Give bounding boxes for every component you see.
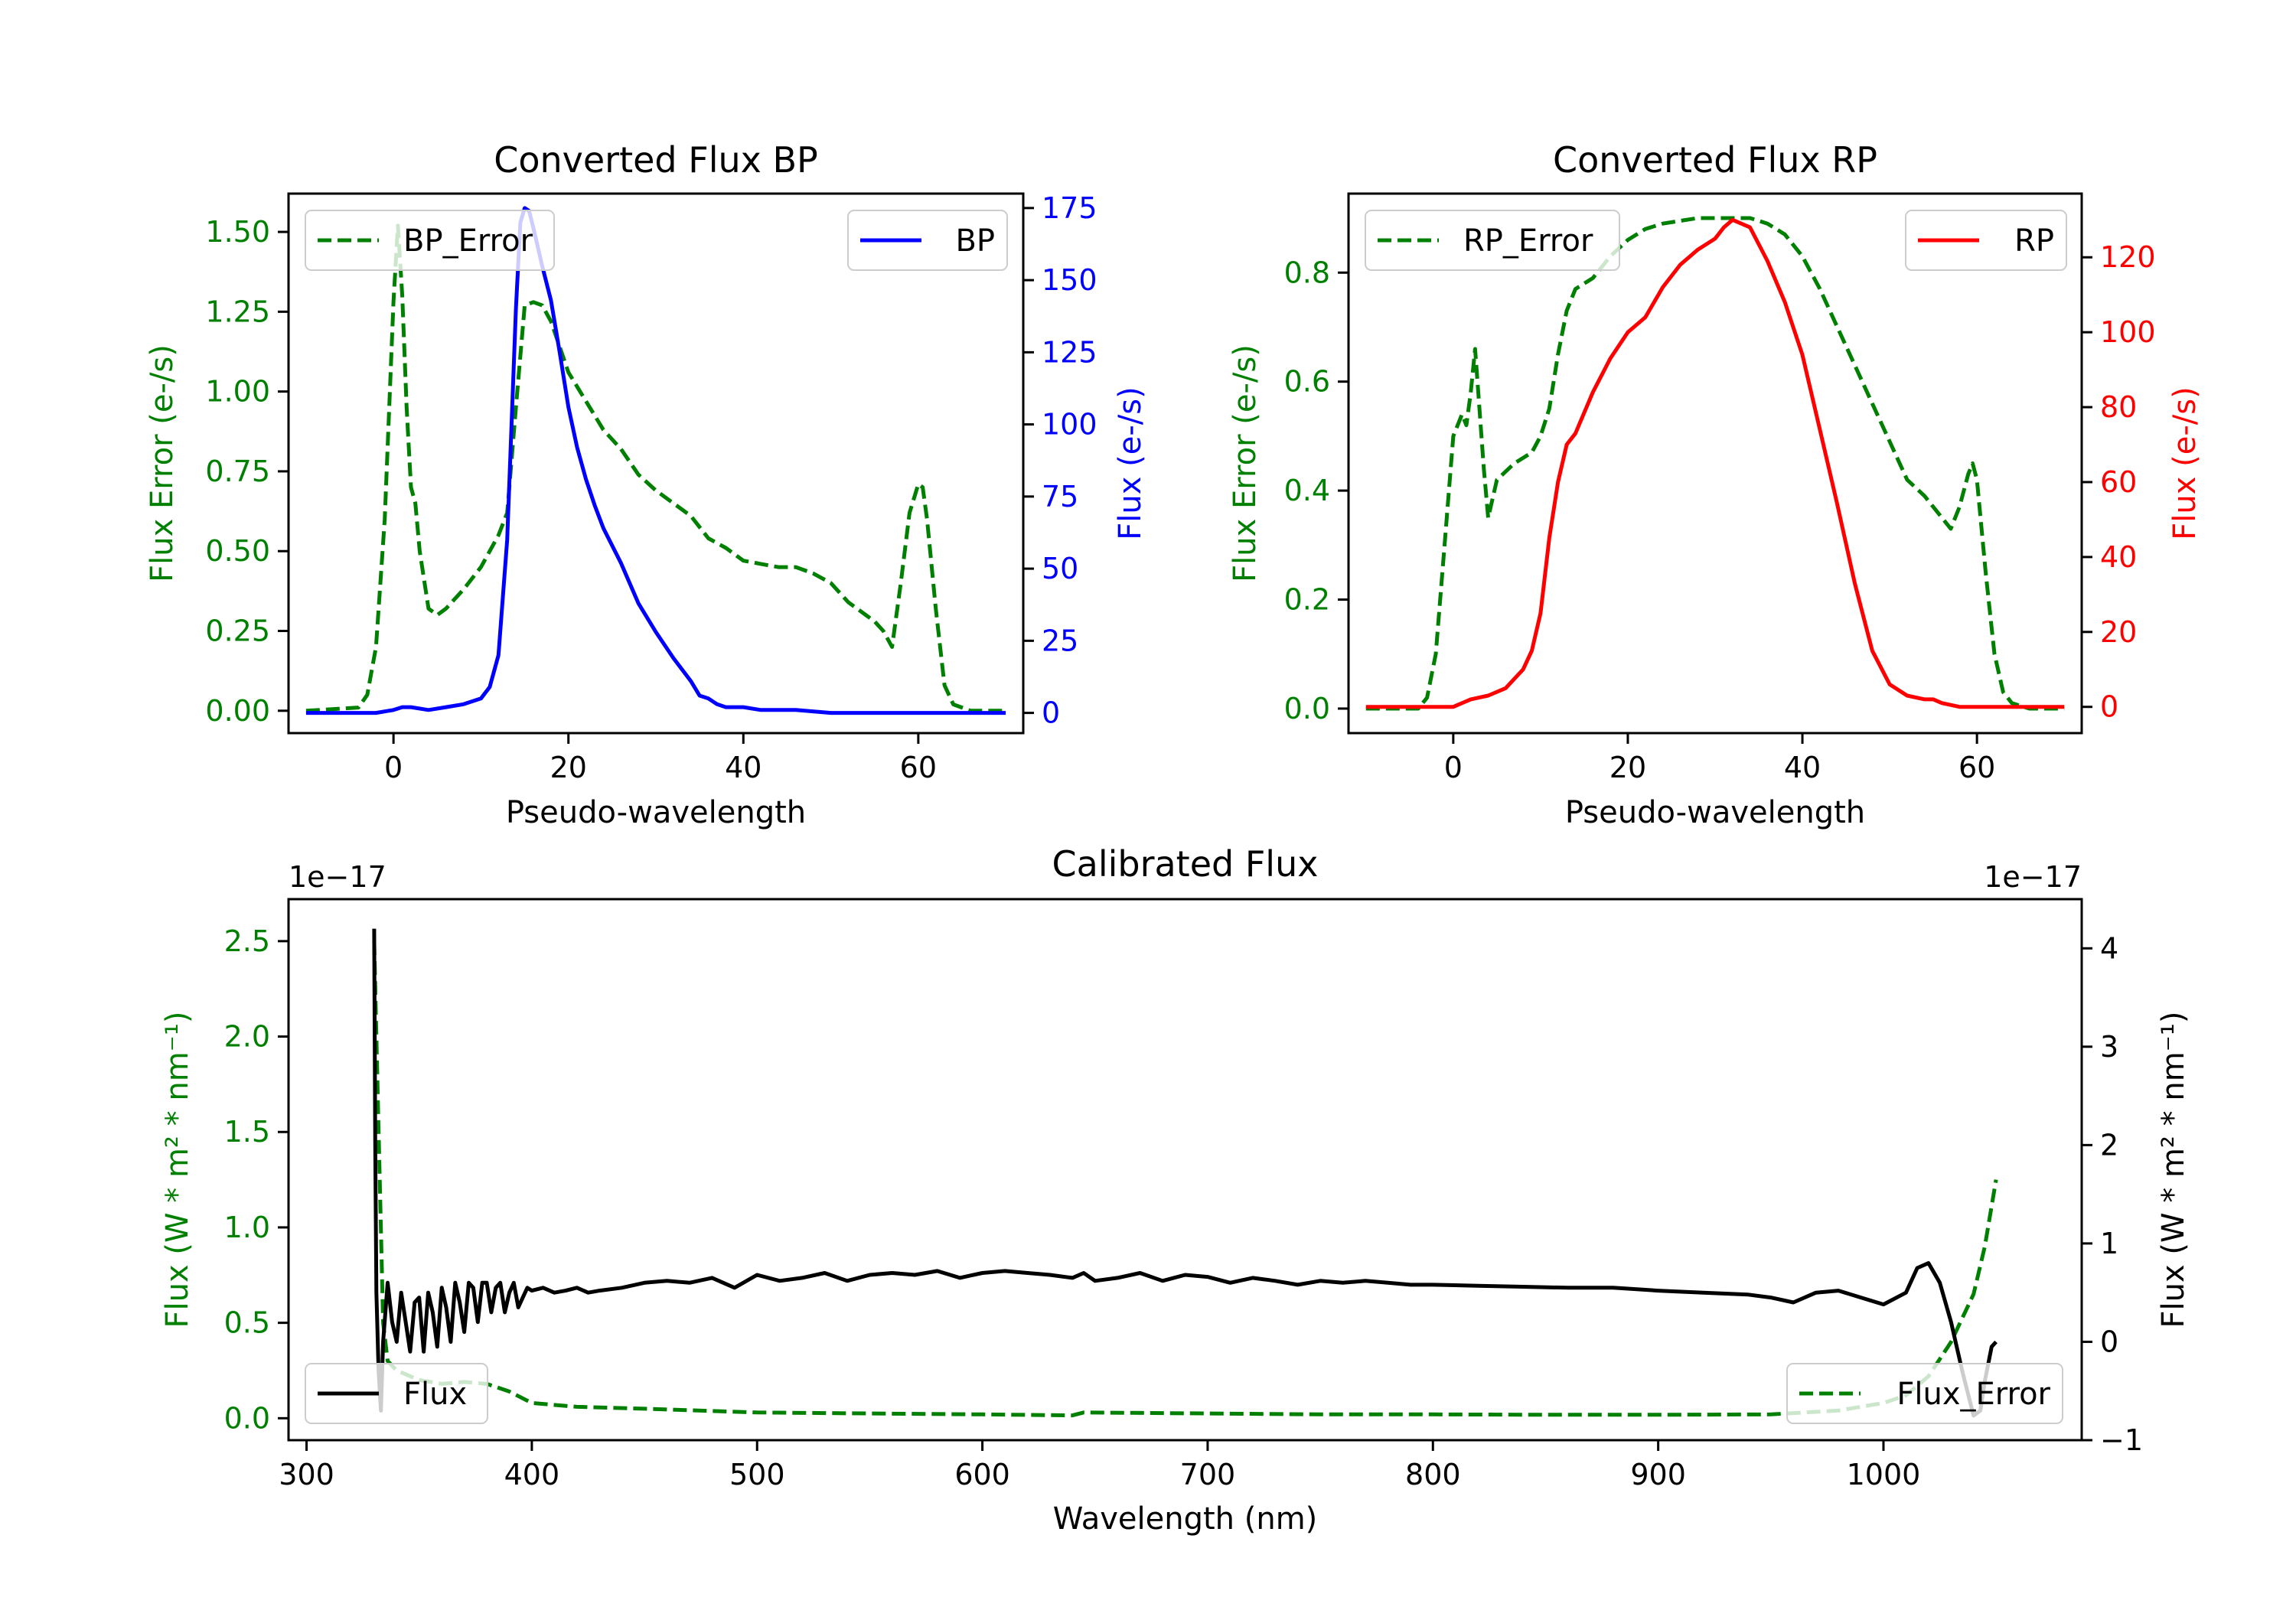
x-tick-label: 1000 [1847,1458,1921,1491]
left-y-tick-label: 0.6 [1284,365,1330,399]
left-y-tick-label: 1.25 [205,295,270,328]
x-tick-label: 800 [1405,1458,1461,1491]
series-line-rp-error [1365,216,2065,711]
right-y-tick-label: 75 [1042,480,1078,513]
right-y-tick-label: 120 [2100,240,2156,274]
x-tick-label: 0 [384,751,403,784]
right-y-tick-label: 60 [2100,465,2137,499]
right-y-axis-label: Flux (W * m² * nm⁻¹) [2156,1012,2191,1328]
left-y-tick-label: 1.0 [224,1211,270,1244]
chart-title: Calibrated Flux [1052,843,1319,885]
plot-frame [1347,192,2083,735]
left-y-tick-label: 0.4 [1284,474,1330,507]
right-y-tick-label: 0 [1042,696,1060,730]
left-y-tick-label: 0.8 [1284,256,1330,289]
left-y-tick-label: 1.5 [224,1115,270,1149]
left-y-tick-label: 1.50 [205,215,270,249]
legend-box [847,210,1008,271]
x-tick-label: 500 [729,1458,785,1491]
left-y-axis-label: Flux Error (e-/s) [1228,344,1263,582]
x-tick-label: 40 [725,751,762,784]
x-tick-label: 0 [1444,751,1463,784]
left-y-tick-label: 2.0 [224,1020,270,1054]
left-y-tick-label: 2.5 [224,924,270,958]
left-y-axis-label: Flux (W * m² * nm⁻¹) [160,1012,195,1328]
chart-title: Converted Flux RP [1553,139,1877,181]
legend-label: RP_Error [1463,223,1593,259]
series-line-flux [372,928,1998,1418]
plot-frame [287,192,1025,735]
legend-label: Flux_Error [1896,1377,2050,1412]
right-y-tick-label: 175 [1042,191,1097,225]
left-y-tick-label: 1.00 [205,375,270,409]
chart-title: Converted Flux BP [494,139,818,181]
right-y-tick-label: 0 [2100,690,2118,724]
right-y-axis-label: Flux (e-/s) [2167,386,2203,539]
right-y-tick-label: 4 [2100,931,2118,965]
x-tick-label: 600 [954,1458,1010,1491]
right-offset-text: 1e−17 [1984,860,2082,894]
left-offset-text: 1e−17 [289,860,386,894]
right-y-tick-label: 2 [2100,1128,2118,1162]
right-y-tick-label: 100 [2100,315,2156,349]
x-tick-label: 40 [1784,751,1821,784]
series-line-bp-error [305,223,1006,713]
left-y-tick-label: 0.2 [1284,583,1330,617]
legend-box [1786,1363,2063,1424]
left-y-tick-label: 0.75 [205,455,270,488]
left-y-tick-label: 0.50 [205,534,270,568]
left-y-tick-label: 0.00 [205,694,270,728]
legend-label: Flux [403,1377,467,1412]
left-y-tick-label: 0.0 [224,1401,270,1435]
right-y-tick-label: −1 [2100,1423,2143,1457]
x-tick-label: 700 [1180,1458,1236,1491]
right-y-tick-label: 150 [1042,263,1097,297]
right-y-tick-label: 20 [2100,615,2137,649]
left-y-tick-label: 0.5 [224,1306,270,1340]
right-y-axis-label: Flux (e-/s) [1113,386,1148,539]
right-y-tick-label: 80 [2100,390,2137,424]
right-y-tick-label: 0 [2100,1325,2118,1358]
right-y-tick-label: 100 [1042,408,1097,442]
legend-box [305,1363,488,1424]
plot-frame [287,898,2083,1442]
left-y-tick-label: 0.0 [1284,692,1330,725]
legend-label: RP [2014,223,2054,259]
x-tick-label: 400 [504,1458,560,1491]
right-y-tick-label: 40 [2100,540,2137,574]
x-axis-label: Wavelength (nm) [1053,1501,1318,1537]
series-line-rp [1365,217,2065,709]
x-tick-label: 300 [279,1458,334,1491]
left-y-axis-label: Flux Error (e-/s) [145,344,180,582]
right-y-tick-label: 50 [1042,552,1078,585]
x-tick-label: 20 [1609,751,1646,784]
legend-box [305,210,555,271]
legend-label: BP [955,223,995,259]
right-y-tick-label: 25 [1042,624,1078,657]
x-tick-label: 900 [1630,1458,1686,1491]
legend-label: BP_Error [403,223,533,259]
legend-box [1365,210,1620,271]
x-tick-label: 20 [550,751,587,784]
series-line-bp [305,206,1006,715]
right-y-tick-label: 3 [2100,1030,2118,1064]
x-axis-label: Pseudo-wavelength [506,795,806,830]
right-y-tick-label: 1 [2100,1227,2118,1260]
legend-box [1905,210,2067,271]
x-tick-label: 60 [900,751,937,784]
x-axis-label: Pseudo-wavelength [1565,795,1865,830]
left-y-tick-label: 0.25 [205,614,270,648]
x-tick-label: 60 [1958,751,1995,784]
right-y-tick-label: 125 [1042,335,1097,369]
